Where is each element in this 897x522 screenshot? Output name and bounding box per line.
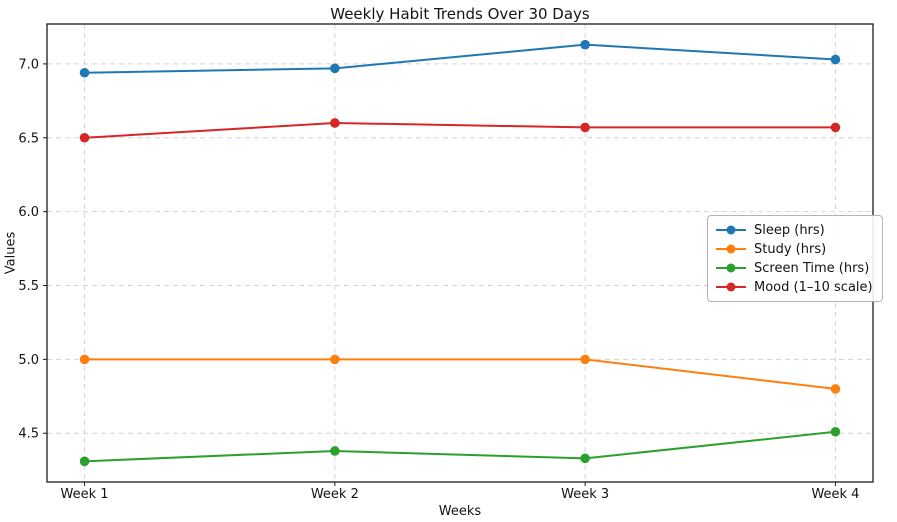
series-marker bbox=[580, 39, 590, 50]
series-marker bbox=[79, 132, 90, 143]
legend-row: Study (hrs) bbox=[715, 240, 873, 258]
legend-label: Sleep (hrs) bbox=[754, 222, 825, 238]
x-tick-label: Week 4 bbox=[811, 487, 859, 502]
series-marker bbox=[830, 384, 841, 394]
chart-title: Weekly Habit Trends Over 30 Days bbox=[330, 5, 590, 23]
series-marker bbox=[580, 122, 590, 133]
series-line bbox=[83, 358, 837, 390]
y-tick-label: 5.0 bbox=[18, 353, 39, 368]
series-marker bbox=[580, 453, 590, 464]
legend-marker-icon bbox=[716, 263, 746, 273]
series-marker bbox=[330, 118, 340, 128]
series-marker bbox=[580, 354, 590, 365]
series-marker bbox=[830, 122, 841, 133]
x-tick-label: Week 2 bbox=[311, 487, 359, 502]
legend-row: Sleep (hrs) bbox=[715, 221, 873, 239]
legend-marker-icon bbox=[716, 244, 746, 254]
series-line bbox=[83, 430, 837, 463]
x-tick-label: Week 3 bbox=[561, 487, 609, 502]
x-tick-label: Week 1 bbox=[61, 487, 109, 502]
series-marker bbox=[830, 426, 841, 437]
y-tick-label: 6.5 bbox=[18, 131, 39, 146]
series-marker bbox=[830, 54, 841, 65]
series-marker bbox=[330, 63, 340, 74]
legend-row: Screen Time (hrs) bbox=[715, 259, 873, 277]
series-line bbox=[83, 43, 837, 74]
series-marker bbox=[330, 354, 340, 365]
legend-label: Study (hrs) bbox=[754, 241, 827, 257]
series-marker bbox=[330, 446, 340, 456]
legend-label: Screen Time (hrs) bbox=[754, 260, 870, 276]
x-axis-label: Weeks bbox=[438, 504, 482, 519]
y-tick-label: 7.0 bbox=[18, 57, 39, 72]
series-marker bbox=[79, 354, 90, 365]
y-tick-label: 6.0 bbox=[18, 205, 39, 220]
legend-marker-icon bbox=[716, 225, 746, 235]
series-marker bbox=[79, 67, 90, 78]
series-marker bbox=[79, 456, 90, 467]
series-line bbox=[83, 121, 837, 139]
y-tick-label: 5.5 bbox=[18, 279, 39, 294]
legend: Sleep (hrs) Study (hrs) Screen Time (hrs) M… bbox=[707, 215, 883, 302]
legend-row: Mood (1–10 scale) bbox=[715, 278, 873, 296]
legend-label: Mood (1–10 scale) bbox=[754, 279, 873, 295]
legend-marker-icon bbox=[716, 282, 746, 292]
y-tick-label: 4.5 bbox=[18, 427, 39, 442]
